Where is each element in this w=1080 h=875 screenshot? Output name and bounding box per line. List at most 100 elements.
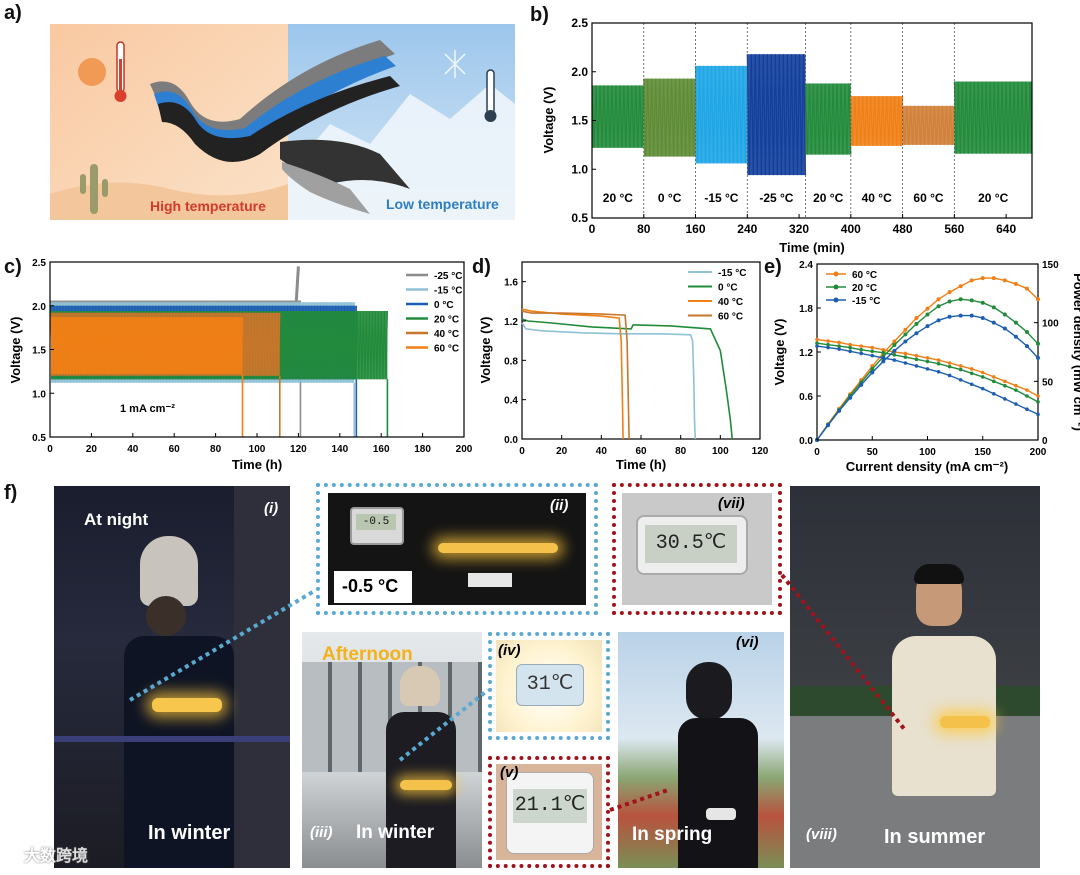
segment-3 — [747, 54, 806, 176]
winter-coat — [386, 712, 456, 868]
series-c-0-trace — [50, 300, 302, 380]
sun-icon — [78, 58, 106, 86]
point-e-power — [914, 331, 919, 336]
point-e-power — [881, 351, 886, 356]
chart-b-xlabel: Time (min) — [779, 240, 845, 255]
point-e-power — [881, 359, 886, 364]
box-ii — [316, 483, 598, 615]
series-e-voltage-0 — [816, 338, 1039, 397]
point-e-power — [925, 324, 930, 329]
legend-e-label: 60 °C — [852, 270, 877, 281]
segment-0 — [592, 85, 644, 148]
point-e-power — [980, 300, 985, 305]
point-e-voltage — [859, 351, 863, 356]
point-e-power — [859, 382, 864, 387]
point-e-power — [914, 321, 919, 326]
panel-label-e: e) — [764, 256, 782, 278]
series-e-power-0 — [816, 277, 1039, 441]
chart-e-frame — [816, 263, 1039, 441]
point-e-voltage — [826, 339, 830, 343]
point-e-power — [958, 297, 963, 302]
y-tick-label: 1.8 — [799, 304, 813, 315]
point-e-voltage — [969, 371, 974, 376]
y-tick-label: 2.4 — [799, 260, 813, 271]
series-c-3-trace — [50, 310, 388, 380]
point-e-voltage — [1036, 400, 1040, 404]
legend-c-label: -25 °C — [434, 271, 462, 282]
point-e-voltage — [914, 357, 919, 362]
segment-1-trace — [643, 78, 697, 157]
point-e-power — [969, 278, 974, 283]
point-e-power — [980, 276, 985, 281]
series-c-2-trace — [50, 305, 357, 380]
x-tick-label: 50 — [867, 447, 879, 458]
point-e-voltage — [1003, 383, 1007, 388]
wrist-band — [706, 808, 736, 820]
point-e-voltage — [958, 367, 963, 372]
legend-e-label: -15 °C — [852, 296, 880, 307]
point-e-voltage — [837, 344, 841, 348]
point-e-voltage — [1014, 388, 1018, 392]
x-tick-label: 100 — [919, 447, 936, 458]
point-e-power — [1013, 281, 1018, 286]
point-e-voltage — [1014, 383, 1018, 388]
series-c-4-trace — [50, 312, 281, 376]
sand-dune — [50, 182, 288, 220]
high-temperature-label: High temperature — [150, 198, 266, 214]
series-d-2 — [521, 308, 624, 440]
snow-mountain — [288, 84, 515, 220]
series-c-5-trace — [50, 317, 244, 375]
legend-d-label: 0 °C — [718, 283, 738, 294]
point-e-voltage — [815, 337, 819, 342]
point-e-voltage — [914, 353, 919, 358]
series-e-voltage-2 — [816, 345, 1039, 415]
point-e-power — [980, 315, 985, 320]
led-light-strip — [400, 780, 452, 790]
point-e-voltage — [980, 370, 985, 375]
point-e-power — [1024, 286, 1029, 291]
photo-i-caption: In winter — [148, 822, 231, 844]
point-e-voltage — [992, 379, 996, 384]
segment-4 — [805, 83, 851, 155]
x-tick-label: 60 — [635, 446, 647, 457]
photo-ii-closeup: -0.5 -0.5 °C (ii) — [328, 493, 586, 605]
railing — [54, 736, 290, 742]
segment-6-trace — [902, 105, 955, 145]
hot-thermometer-icon — [114, 41, 127, 102]
face — [146, 596, 186, 636]
y-tick-label: 1.2 — [799, 348, 813, 359]
series-d-0 — [521, 322, 697, 440]
point-e-power — [870, 367, 875, 372]
point-e-power — [1036, 341, 1040, 346]
panel-label-a: a) — [4, 2, 22, 24]
point-e-power — [1002, 278, 1007, 283]
chart-d-ylabel: Voltage (V) — [478, 317, 493, 384]
box-iv — [488, 632, 610, 740]
x-tick-label: 240 — [737, 222, 757, 236]
point-e-power — [870, 370, 875, 375]
point-e-voltage — [1003, 397, 1007, 401]
x-tick-label: 120 — [290, 444, 307, 455]
photo-v-roman: (v) — [500, 764, 519, 781]
point-e-power — [947, 290, 952, 295]
point-e-power — [925, 306, 930, 311]
led-light-strip — [152, 698, 222, 712]
x-tick-label: 0 — [519, 446, 525, 457]
point-e-power — [892, 342, 897, 347]
series-c-spike — [294, 266, 300, 301]
segment-6 — [902, 105, 955, 145]
point-e-voltage — [1036, 412, 1040, 417]
point-e-power — [1013, 334, 1018, 339]
point-e-voltage — [870, 353, 875, 358]
legend-e-marker — [833, 297, 839, 303]
point-e-power — [881, 354, 886, 359]
photo-vi-spring: In spring (vi) — [618, 632, 784, 868]
x-tick-label: 20 — [86, 444, 98, 455]
photo-iii-roman: (iii) — [310, 824, 333, 841]
series-d-3 — [521, 310, 630, 440]
chart-e-xlabel: Current density (mA cm⁻²) — [846, 459, 1008, 474]
photo-vi-roman: (vi) — [736, 634, 759, 651]
y2-tick-label: 0 — [1042, 436, 1048, 447]
point-e-power — [903, 327, 908, 332]
x-tick-label: 120 — [752, 446, 769, 457]
